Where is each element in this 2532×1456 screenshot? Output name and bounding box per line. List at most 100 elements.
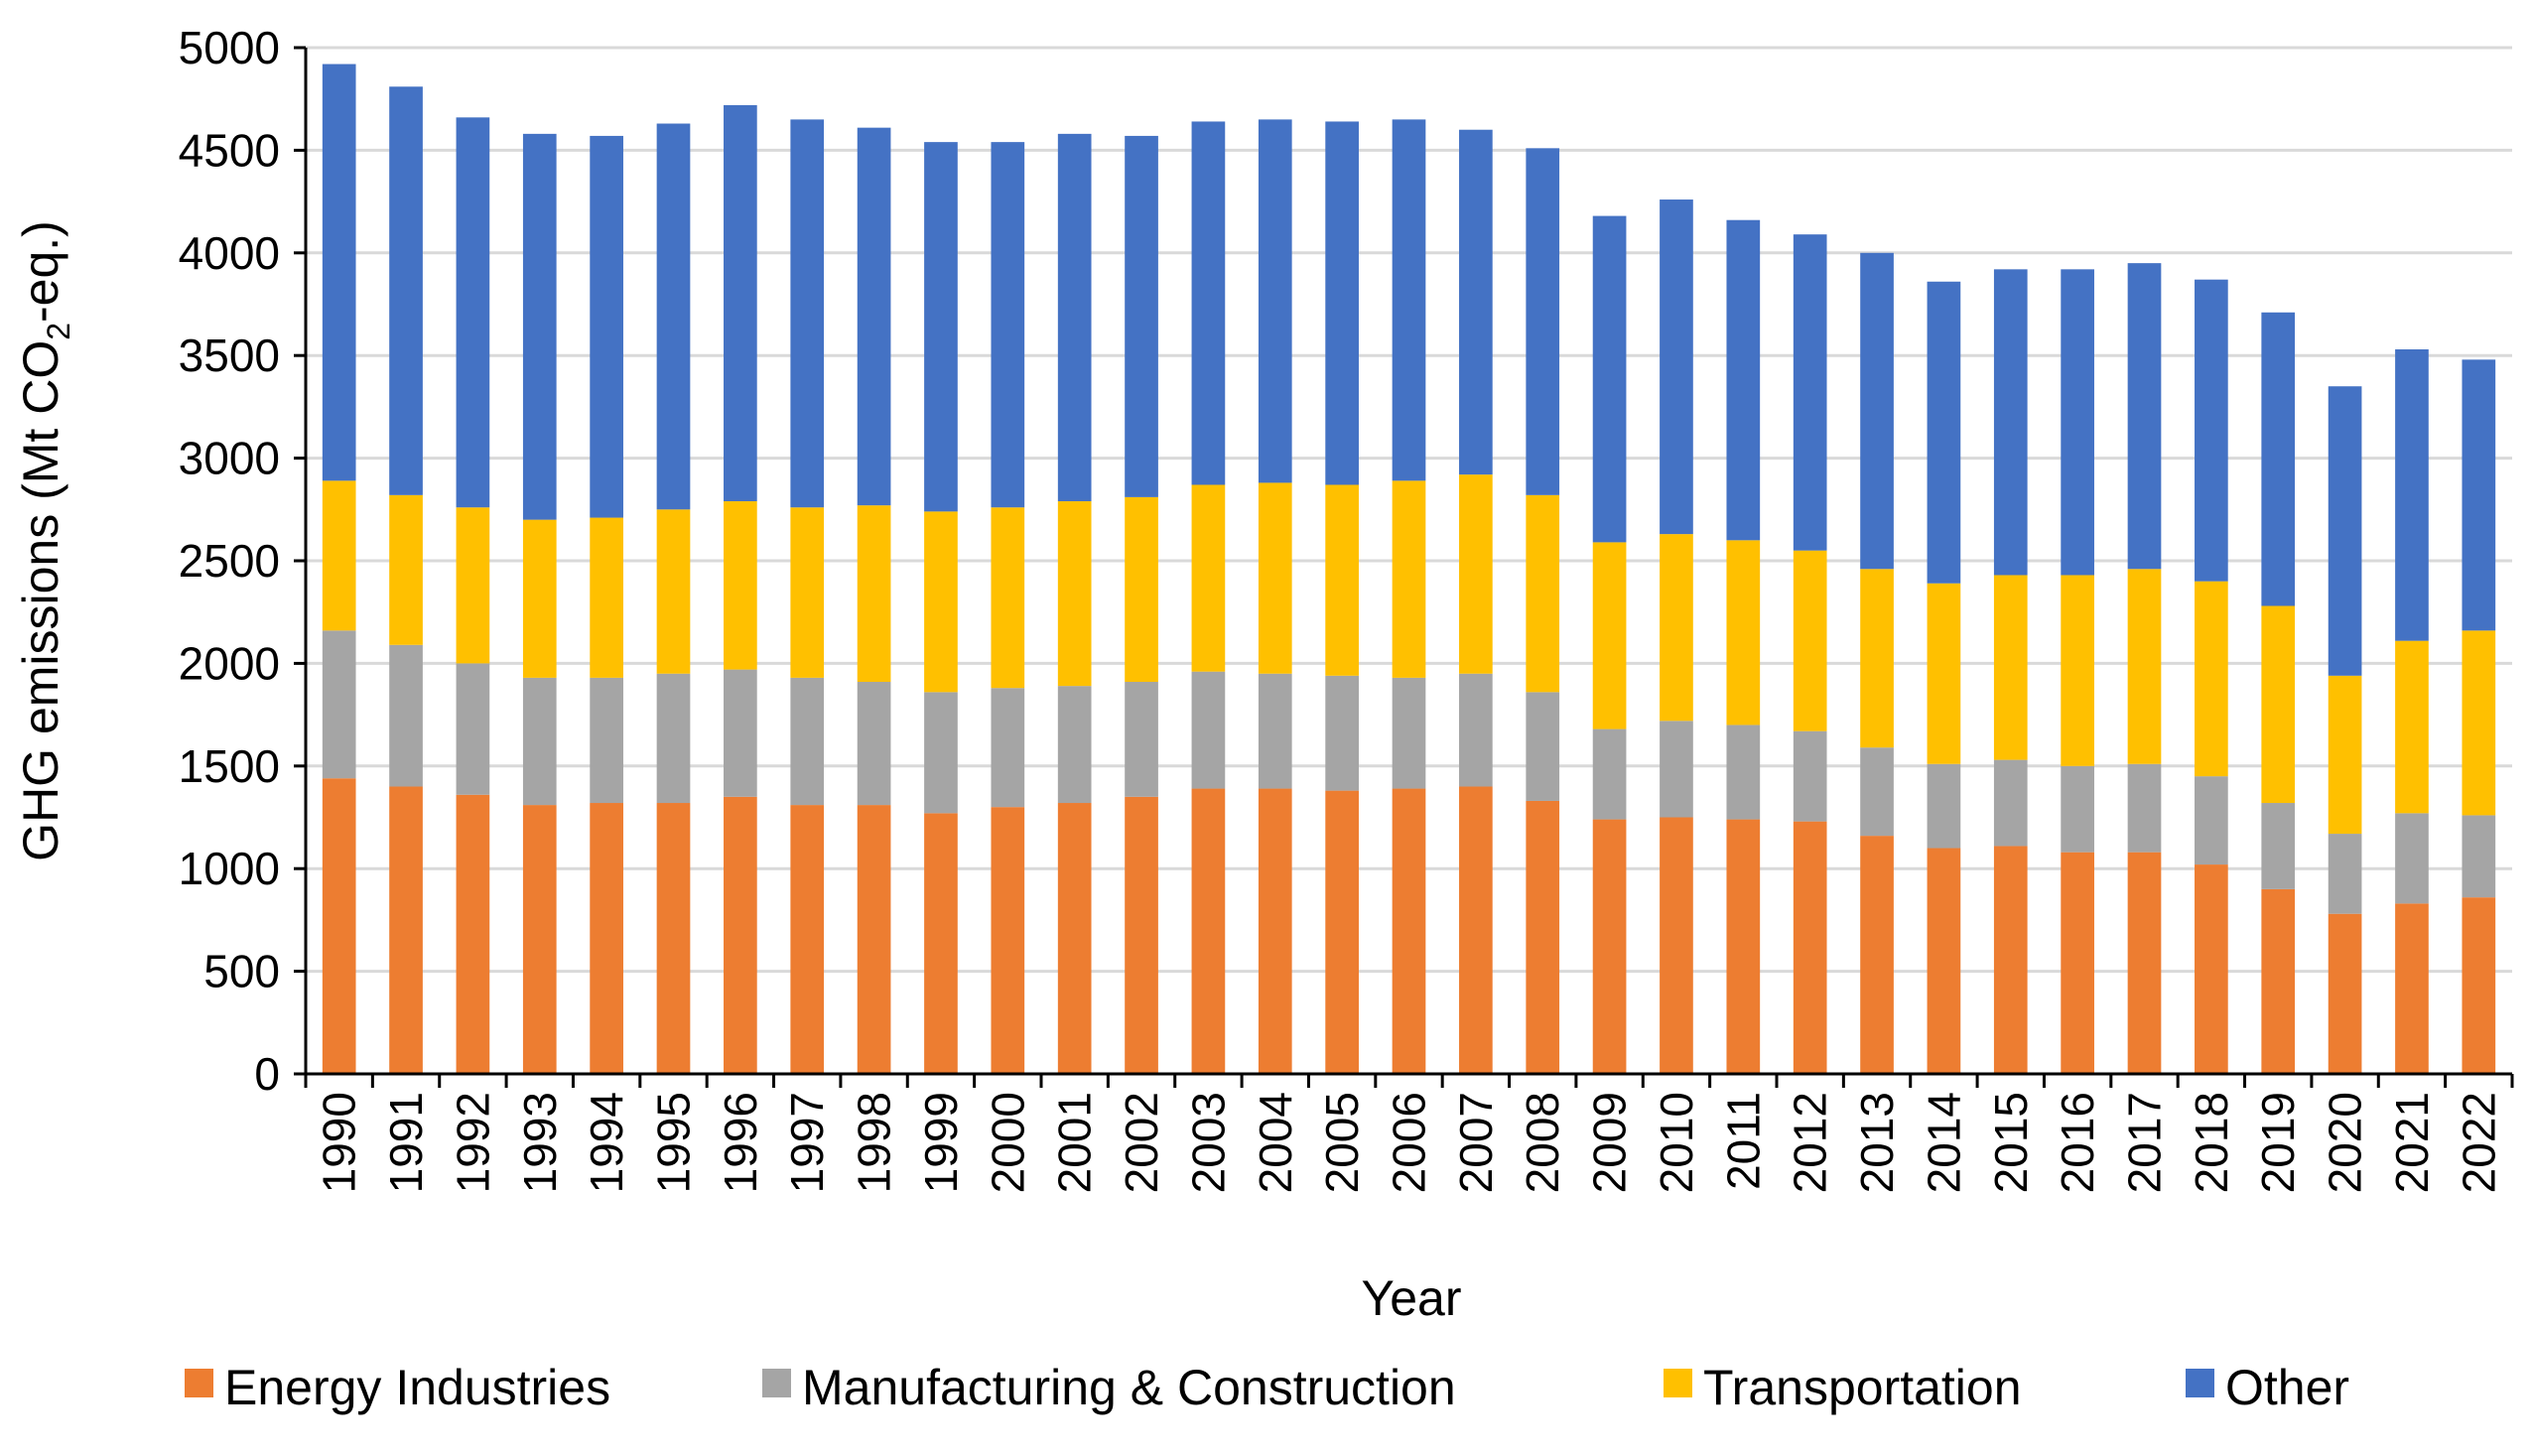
bar-segment [389, 644, 423, 787]
bar-segment [1860, 836, 1894, 1074]
bar-segment [1793, 550, 1827, 731]
bar-segment [322, 64, 356, 481]
x-tick-label: 1991 [380, 1092, 432, 1193]
bar-segment [1057, 501, 1092, 687]
x-tick-label: 2020 [2320, 1092, 2371, 1193]
x-tick-label: 2009 [1584, 1092, 1636, 1193]
legend-swatch [762, 1369, 791, 1397]
bar-segment [1660, 721, 1693, 818]
bar-segment [1392, 677, 1426, 789]
bar-segment [857, 505, 891, 683]
bar-segment [1592, 728, 1627, 820]
bar-segment [1459, 786, 1493, 1074]
bar-segment [2195, 279, 2228, 582]
bar-segment [1993, 846, 2028, 1074]
bar-segment [790, 677, 825, 806]
bar-segment [2328, 675, 2362, 835]
x-tick-label: 2021 [2386, 1092, 2438, 1193]
bar-segment [2261, 312, 2296, 606]
bar-segment [857, 805, 891, 1074]
bar-segment [790, 805, 825, 1074]
x-tick-label: 2010 [1651, 1092, 1702, 1193]
bar-segment [1325, 790, 1359, 1074]
x-tick-label: 2016 [2052, 1092, 2103, 1193]
bar-segment [322, 480, 356, 631]
x-tick-label: 1996 [715, 1092, 766, 1193]
bar-segment [1793, 234, 1827, 551]
bar-segment [522, 805, 557, 1074]
bar-segment [656, 123, 691, 510]
y-tick-label: 5000 [179, 22, 280, 73]
bar-segment [991, 142, 1025, 508]
bar-segment [2395, 640, 2429, 814]
y-tick-label: 4000 [179, 227, 280, 279]
bar-segment [1258, 788, 1292, 1074]
y-tick-label: 3500 [179, 330, 280, 381]
x-tick-label: 1995 [648, 1092, 700, 1193]
bar-segment [1993, 575, 2028, 760]
y-tick-label: 1500 [179, 740, 280, 792]
x-tick-label: 2008 [1517, 1092, 1568, 1193]
bar-segment [1660, 534, 1693, 722]
bar-segment [1392, 480, 1426, 678]
bar-segment [456, 794, 490, 1074]
bar-segment [1191, 121, 1226, 485]
y-tick-label: 500 [203, 946, 280, 997]
x-tick-label: 2018 [2186, 1092, 2237, 1193]
bar-segment [1459, 474, 1493, 674]
bar-segment [456, 507, 490, 664]
bar-segment [1125, 496, 1158, 683]
bar-segment [1993, 759, 2028, 847]
bar-segment [1459, 129, 1493, 475]
bar-segment [2328, 386, 2362, 676]
bar-segment [1057, 133, 1092, 502]
bar-segment [656, 803, 691, 1074]
bar-segment [2328, 913, 2362, 1074]
bar-segment [1592, 542, 1627, 729]
x-tick-label: 1994 [581, 1092, 632, 1193]
bar-segment [1057, 803, 1092, 1074]
bar-segment [1258, 482, 1292, 674]
x-tick-label: 1997 [781, 1092, 833, 1193]
bar-segment [590, 135, 623, 518]
x-tick-label: 2013 [1851, 1092, 1903, 1193]
bar-segment [924, 142, 958, 512]
bar-segment [1660, 199, 1693, 535]
bar-segment [1860, 252, 1894, 570]
bar-segment [2195, 776, 2228, 865]
y-tick-label: 2500 [179, 535, 280, 587]
x-tick-label: 2011 [1717, 1092, 1769, 1190]
y-tick-labels: 0 500 1000 1500 2000 2500 3000 3500 4000 4500 5000 [179, 22, 280, 1100]
bar-segment [2061, 852, 2094, 1074]
bar-segment [2127, 263, 2162, 570]
x-tick-label: 2007 [1450, 1092, 1502, 1193]
y-tick-label: 3000 [179, 433, 280, 484]
x-tick-label: 2017 [2119, 1092, 2171, 1193]
bar-segment [1726, 540, 1761, 726]
bar-segment [2261, 605, 2296, 804]
bar-segment [322, 630, 356, 779]
bar-segment [1793, 730, 1827, 822]
x-tick-label: 2012 [1785, 1092, 1836, 1193]
bar-segment [724, 796, 757, 1074]
legend-swatch [185, 1369, 213, 1397]
bar-segment [724, 104, 757, 502]
bar-segment [1325, 675, 1359, 791]
bar-segment [590, 517, 623, 678]
bar-segment [924, 813, 958, 1074]
x-tick-label: 2003 [1182, 1092, 1234, 1193]
x-tick-label: 2002 [1116, 1092, 1167, 1193]
bar-segment [1392, 119, 1426, 481]
bar-segment [1459, 673, 1493, 787]
legend-swatch [2186, 1369, 2214, 1397]
x-tick-label: 1990 [314, 1092, 365, 1193]
x-tick-label: 2022 [2453, 1092, 2504, 1193]
axes [294, 46, 2514, 1088]
bar-segment [2328, 834, 2362, 914]
bar-segment [790, 507, 825, 678]
bar-segment [1726, 725, 1761, 820]
bar-segment [2195, 864, 2228, 1074]
bar-segment [1526, 692, 1560, 801]
bar-segment [1392, 788, 1426, 1074]
